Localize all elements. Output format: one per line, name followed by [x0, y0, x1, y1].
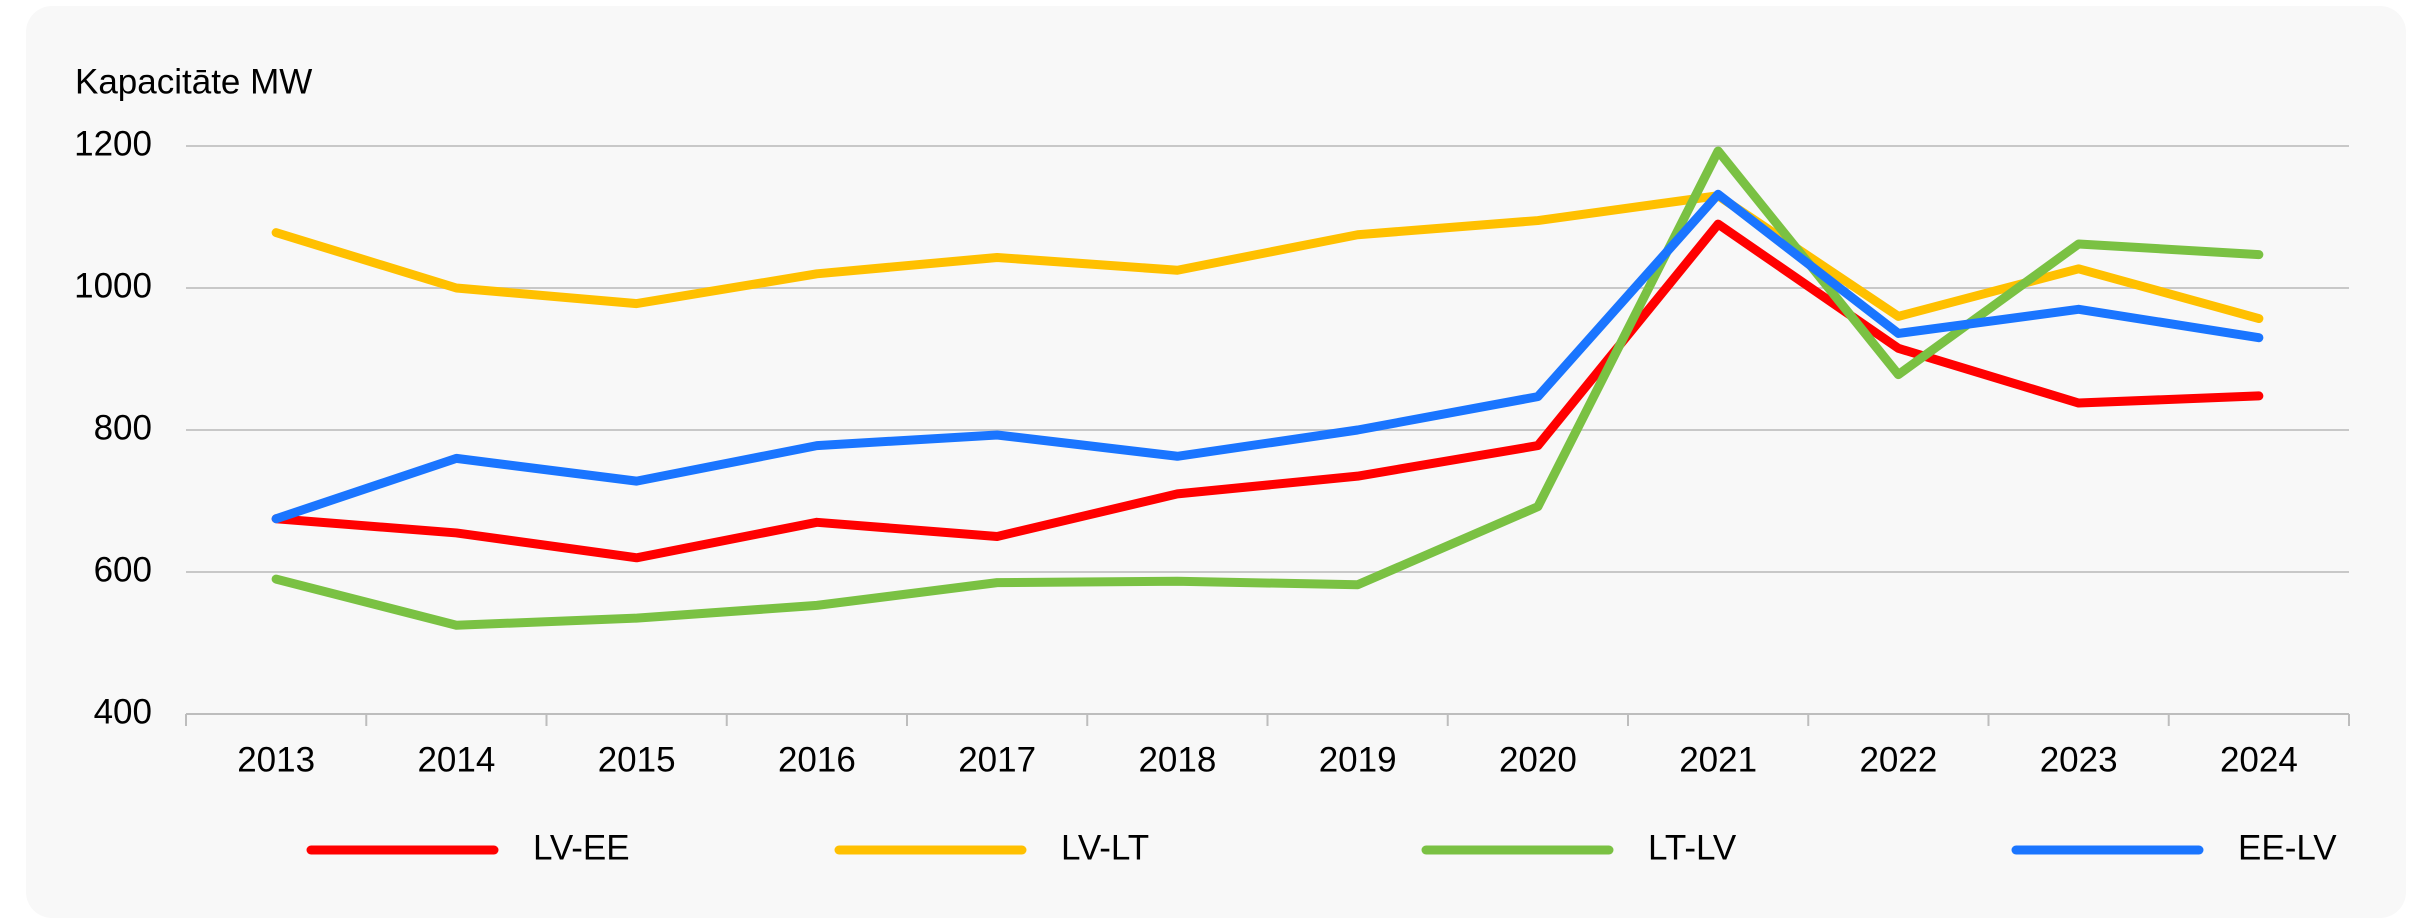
- x-tick-label: 2013: [237, 740, 315, 779]
- legend-label: LV-EE: [533, 828, 630, 867]
- x-tick-label: 2022: [1859, 740, 1937, 779]
- series-line: [271, 191, 2264, 324]
- y-tick-label: 400: [94, 692, 152, 731]
- x-tick-label: 2019: [1319, 740, 1397, 779]
- series-line: [271, 189, 2264, 524]
- x-tick-label: 2015: [598, 740, 676, 779]
- y-tick-label: 600: [94, 550, 152, 589]
- x-tick-label: 2018: [1138, 740, 1216, 779]
- y-tick-label: 1200: [74, 124, 152, 163]
- series-line: [271, 146, 2264, 630]
- x-tick-label: 2014: [417, 740, 495, 779]
- legend-label: LV-LT: [1061, 828, 1149, 867]
- x-tick-label: 2016: [778, 740, 856, 779]
- x-tick-label: 2021: [1679, 740, 1757, 779]
- y-tick-label: 1000: [74, 266, 152, 305]
- chart-title: Kapacitāte MW: [75, 62, 312, 101]
- x-tick-label: 2023: [2040, 740, 2118, 779]
- legend-label: LT-LV: [1648, 828, 1737, 867]
- legend-label: EE-LV: [2238, 828, 2337, 867]
- chart-panel: [26, 6, 2406, 918]
- x-tick-label: 2017: [958, 740, 1036, 779]
- x-tick-label: 2020: [1499, 740, 1577, 779]
- x-tick-label: 2024: [2220, 740, 2298, 779]
- y-tick-label: 800: [94, 408, 152, 447]
